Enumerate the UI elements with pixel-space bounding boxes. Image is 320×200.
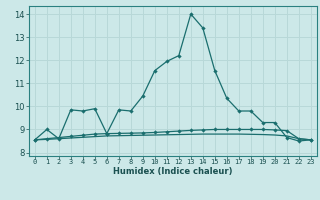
- X-axis label: Humidex (Indice chaleur): Humidex (Indice chaleur): [113, 167, 233, 176]
